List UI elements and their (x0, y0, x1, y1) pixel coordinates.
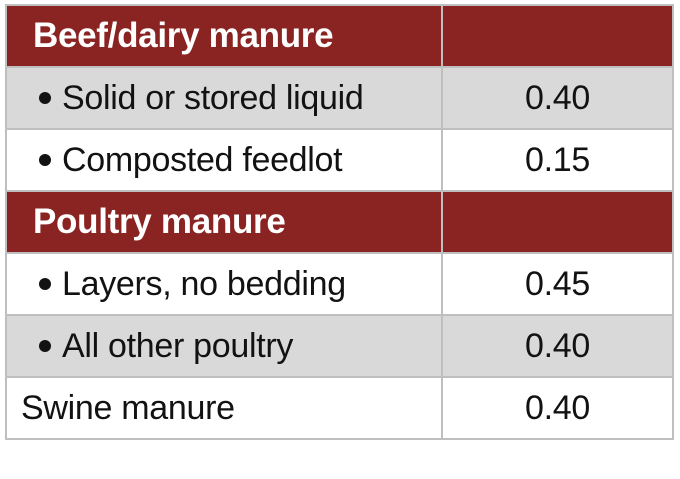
section-row-beef-dairy: Beef/dairy manure (5, 4, 674, 68)
section-header-cell: Poultry manure (5, 190, 443, 254)
category-cell: Solid or stored liquid (5, 66, 443, 130)
category-cell: Swine manure (5, 376, 443, 440)
category-label: All other poultry (62, 326, 294, 365)
value-cell: 0.40 (441, 314, 674, 378)
table-row-composted-feedlot: Composted feedlot 0.15 (5, 128, 674, 192)
value-cell: 0.15 (441, 128, 674, 192)
value-cell: 0.40 (441, 66, 674, 130)
bullet-icon (39, 91, 51, 104)
manure-availability-table: Beef/dairy manure Solid or stored liquid… (5, 4, 674, 440)
category-cell: Layers, no bedding (5, 252, 443, 316)
category-label: Solid or stored liquid (62, 78, 364, 117)
section-label: Poultry manure (33, 202, 286, 241)
value-cell: 0.45 (441, 252, 674, 316)
value-cell-empty (441, 190, 674, 254)
value-cell-empty (441, 4, 674, 68)
category-label: Swine manure (21, 388, 235, 427)
table-row-solid-or-stored-liquid: Solid or stored liquid 0.40 (5, 66, 674, 130)
bullet-icon (39, 277, 51, 290)
section-row-poultry: Poultry manure (5, 190, 674, 254)
bullet-icon (39, 339, 51, 352)
table-row-swine-manure: Swine manure 0.40 (5, 376, 674, 440)
section-header-cell: Beef/dairy manure (5, 4, 443, 68)
category-label: Layers, no bedding (62, 264, 346, 303)
bullet-icon (39, 153, 51, 166)
category-label: Composted feedlot (62, 140, 343, 179)
table-row-layers-no-bedding: Layers, no bedding 0.45 (5, 252, 674, 316)
category-cell: All other poultry (5, 314, 443, 378)
category-cell: Composted feedlot (5, 128, 443, 192)
value-cell: 0.40 (441, 376, 674, 440)
section-label: Beef/dairy manure (33, 16, 334, 55)
table-row-all-other-poultry: All other poultry 0.40 (5, 314, 674, 378)
